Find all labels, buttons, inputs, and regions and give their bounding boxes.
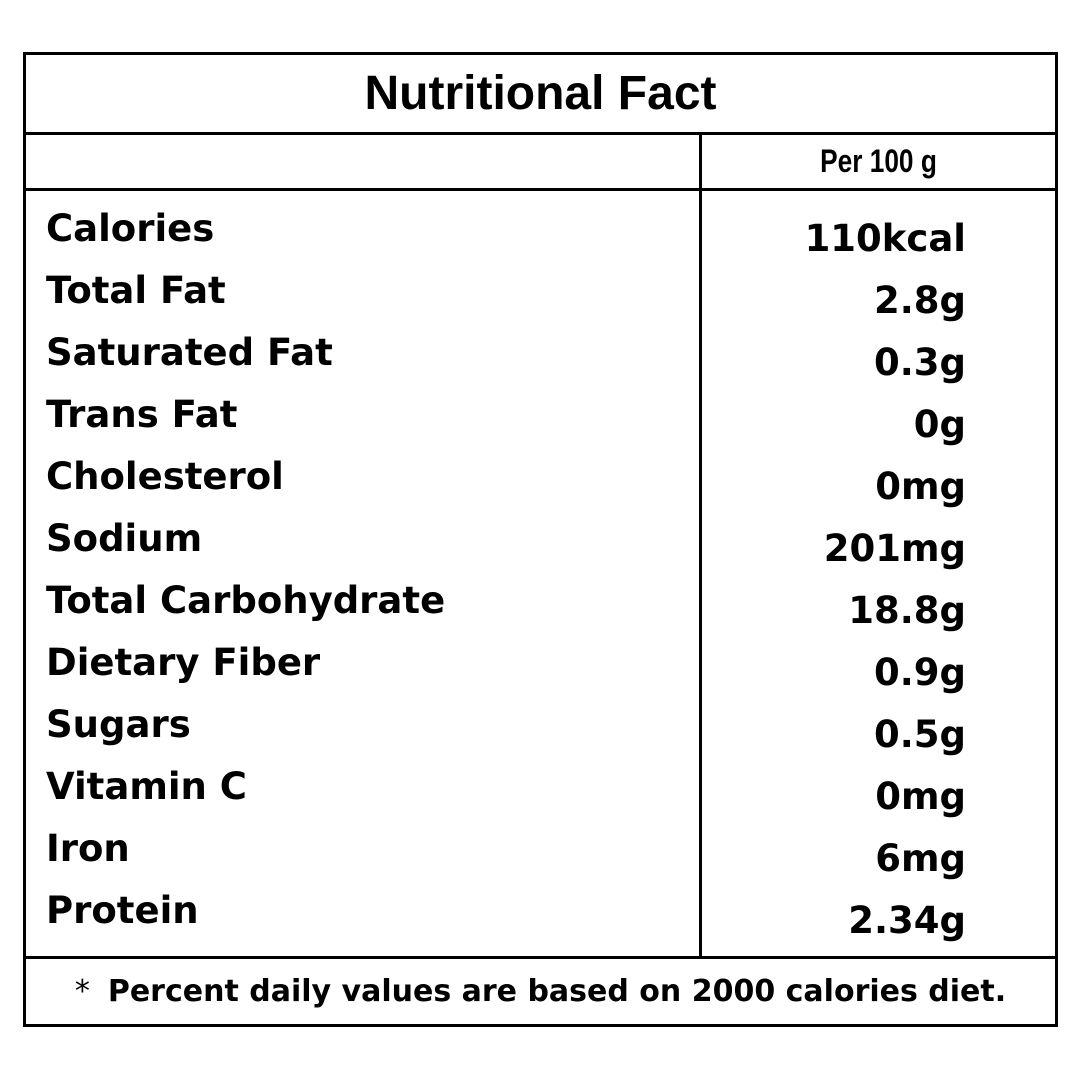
column-divider (699, 135, 702, 956)
nutrient-row: Cholesterol 0mg (26, 453, 1055, 515)
nutrient-row: Dietary Fiber 0.9g (26, 639, 1055, 701)
nutrient-value: 0g (913, 403, 966, 446)
nutrient-row: Iron 6mg (26, 825, 1055, 887)
nutrient-value: 2.8g (873, 279, 966, 322)
nutrient-name: Dietary Fiber (46, 641, 321, 684)
footnote-text: Percent daily values are based on 2000 c… (107, 974, 1007, 1009)
column-header-row: Per 100 g (26, 135, 1055, 191)
footnote: * Percent daily values are based on 2000… (26, 956, 1055, 1024)
nutrient-value: 201mg (823, 527, 966, 570)
nutrient-row: Protein 2.34g (26, 887, 1055, 949)
nutrient-row: Sodium 201mg (26, 515, 1055, 577)
nutrient-list: Calories 110kcal Total Fat 2.8g Saturate… (26, 205, 1055, 949)
nutrient-row: Trans Fat 0g (26, 391, 1055, 453)
nutrient-name: Total Carbohydrate (46, 579, 446, 622)
nutrient-value: 0.5g (873, 713, 966, 756)
nutrition-facts-panel: Nutritional Fact Per 100 g Calories 110k… (23, 52, 1058, 1027)
nutrient-name: Sodium (46, 517, 203, 560)
nutrient-name: Calories (46, 207, 215, 250)
nutrient-name: Sugars (46, 703, 191, 746)
nutrient-value: 2.34g (848, 899, 966, 942)
nutrient-name: Total Fat (46, 269, 226, 312)
nutrient-value: 18.8g (848, 589, 966, 632)
nutrient-value: 6mg (875, 837, 966, 880)
nutrient-row: Calories 110kcal (26, 205, 1055, 267)
nutrient-row: Total Fat 2.8g (26, 267, 1055, 329)
nutrient-name: Protein (46, 889, 199, 932)
nutrient-name: Iron (46, 827, 130, 870)
nutrient-value: 0.9g (873, 651, 966, 694)
nutrient-row: Sugars 0.5g (26, 701, 1055, 763)
nutrient-name: Trans Fat (46, 393, 238, 436)
column-header-per-100g: Per 100 g (820, 143, 937, 179)
nutrient-row: Saturated Fat 0.3g (26, 329, 1055, 391)
nutrient-row: Total Carbohydrate 18.8g (26, 577, 1055, 639)
nutrient-value: 110kcal (804, 217, 966, 260)
nutrient-name: Vitamin C (46, 765, 247, 808)
nutrient-name: Cholesterol (46, 455, 284, 498)
nutrient-name: Saturated Fat (46, 331, 333, 374)
page-title: Nutritional Fact (26, 55, 1055, 135)
nutrient-value: 0mg (875, 775, 966, 818)
nutrient-row: Vitamin C 0mg (26, 763, 1055, 825)
nutrient-value: 0.3g (873, 341, 966, 384)
footnote-marker: * (74, 974, 90, 1009)
nutrient-value: 0mg (875, 465, 966, 508)
